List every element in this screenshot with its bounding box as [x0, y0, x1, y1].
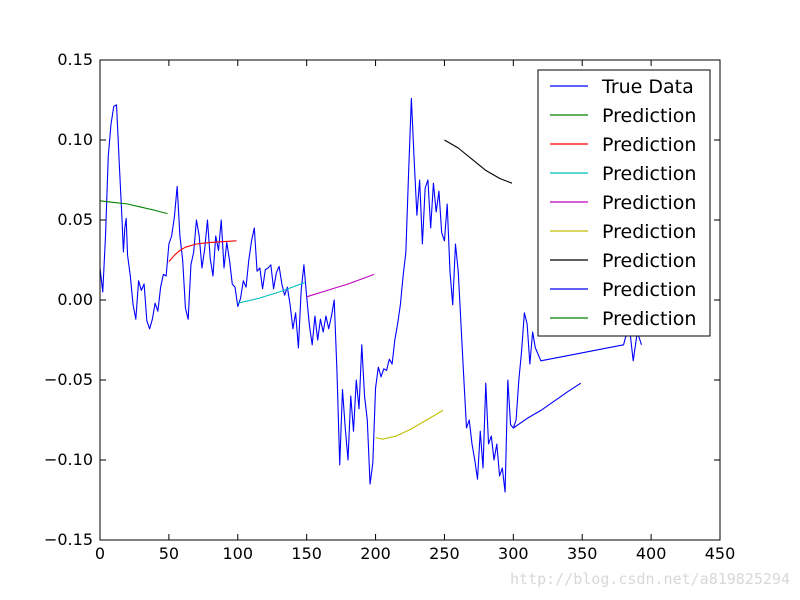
- legend-label: Prediction: [602, 192, 696, 214]
- y-tick-label: −0.15: [44, 530, 93, 549]
- x-tick-label: 0: [95, 544, 105, 563]
- legend-label: Prediction: [602, 134, 696, 156]
- x-tick-label: 200: [360, 544, 391, 563]
- y-tick-label: 0.05: [57, 210, 93, 229]
- series-line-2: [168, 240, 237, 262]
- legend-label: Prediction: [602, 221, 696, 243]
- x-tick-label: 400: [636, 544, 667, 563]
- x-tick-label: 250: [429, 544, 460, 563]
- series-line-4: [306, 273, 375, 298]
- y-tick-label: −0.10: [44, 450, 93, 469]
- series-line-6: [444, 139, 513, 184]
- legend: True Data Prediction Prediction Prediction P…: [537, 69, 711, 337]
- x-tick-label: 50: [159, 544, 179, 563]
- legend-label: Prediction: [602, 308, 696, 330]
- series-lines: [99, 97, 642, 493]
- series-line-1: [99, 200, 168, 215]
- legend-box: [537, 69, 711, 337]
- series-line-0: [99, 97, 642, 493]
- legend-label: Prediction: [602, 163, 696, 185]
- x-tick-label: 350: [567, 544, 598, 563]
- legend-label: Prediction: [602, 105, 696, 127]
- legend-label: True Data: [601, 76, 694, 98]
- x-tick-label: 300: [498, 544, 529, 563]
- series-line-3: [237, 281, 306, 304]
- series-line-5: [375, 409, 444, 440]
- x-tick-label: 100: [223, 544, 254, 563]
- axis-ticks: 0 50 100 150 200 250 300 350 400 450 −0.15 −0.10 −0.…: [44, 50, 735, 563]
- y-tick-label: 0.10: [57, 130, 93, 149]
- legend-label: Prediction: [602, 250, 696, 272]
- y-tick-label: 0.00: [57, 290, 93, 309]
- watermark-text: http://blog.csdn.net/a819825294: [510, 570, 790, 588]
- legend-label: Prediction: [602, 279, 696, 301]
- y-tick-label: −0.05: [44, 370, 93, 389]
- y-tick-label: 0.15: [57, 50, 93, 69]
- x-tick-label: 450: [705, 544, 736, 563]
- x-tick-label: 150: [291, 544, 322, 563]
- series-line-7: [513, 382, 582, 429]
